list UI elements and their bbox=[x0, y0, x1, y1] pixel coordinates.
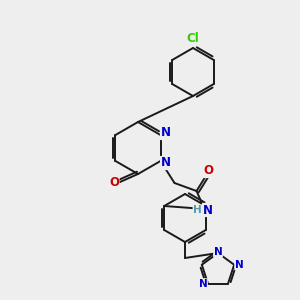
Text: N: N bbox=[160, 127, 170, 140]
Text: O: O bbox=[203, 164, 214, 178]
Text: N: N bbox=[214, 247, 222, 257]
Text: Cl: Cl bbox=[187, 32, 200, 46]
Text: N: N bbox=[202, 203, 212, 217]
Text: N: N bbox=[235, 260, 244, 270]
Text: N: N bbox=[160, 157, 170, 169]
Text: H: H bbox=[193, 205, 202, 215]
Text: N: N bbox=[199, 279, 207, 289]
Text: O: O bbox=[109, 176, 119, 188]
